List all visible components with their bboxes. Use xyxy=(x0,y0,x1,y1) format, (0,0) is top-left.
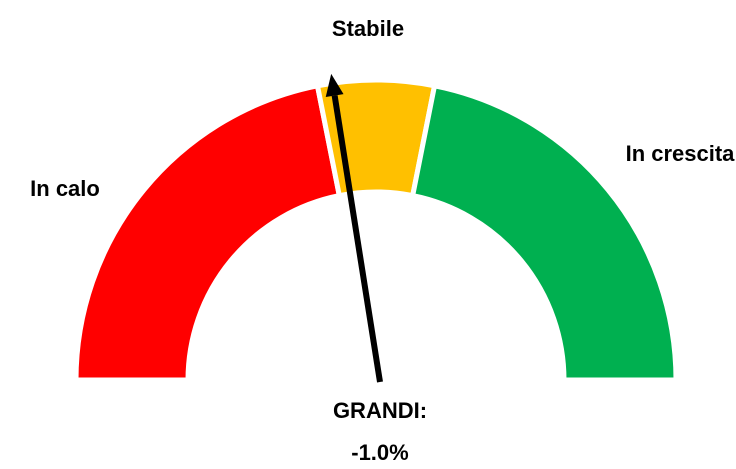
needle-value-label: -1.0% xyxy=(351,440,409,465)
gauge-segment xyxy=(409,82,679,383)
needle xyxy=(325,73,383,383)
needle-head xyxy=(325,73,344,97)
segment-label: In crescita xyxy=(625,141,735,166)
segment-label: In calo xyxy=(30,176,100,201)
needle-label: GRANDI: xyxy=(332,398,428,423)
segment-label: Stabile xyxy=(331,16,405,41)
needle-shaft xyxy=(331,95,383,383)
gauge-segment xyxy=(73,82,343,383)
